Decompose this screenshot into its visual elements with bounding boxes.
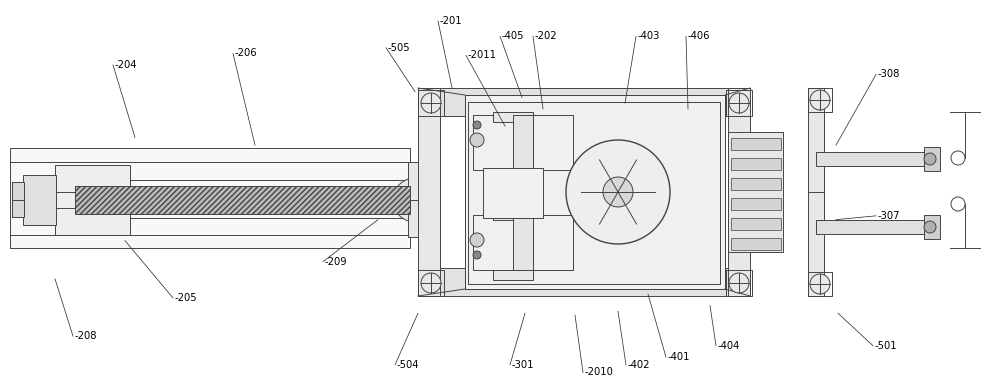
Bar (726, 270, 752, 296)
Bar (513, 215, 533, 270)
Text: -405: -405 (502, 31, 524, 41)
Text: -501: -501 (875, 341, 898, 351)
Bar (418, 88, 750, 116)
Circle shape (924, 221, 936, 233)
Bar (808, 272, 832, 296)
Bar (468, 102, 720, 284)
Circle shape (405, 190, 425, 210)
Circle shape (810, 90, 830, 110)
Text: -301: -301 (512, 360, 534, 370)
Text: -402: -402 (628, 360, 650, 370)
Text: -2011: -2011 (468, 50, 497, 60)
Bar (731, 198, 781, 210)
Bar (408, 162, 430, 237)
Bar (924, 147, 940, 171)
Bar (465, 95, 725, 289)
Circle shape (603, 177, 633, 207)
Text: -209: -209 (325, 257, 348, 267)
Bar (75, 186, 410, 214)
Bar (473, 115, 573, 170)
Circle shape (566, 140, 670, 244)
Bar (816, 152, 926, 166)
Text: -308: -308 (878, 70, 900, 79)
Text: -206: -206 (235, 49, 258, 58)
Text: -307: -307 (878, 211, 900, 221)
Circle shape (473, 251, 481, 259)
Circle shape (470, 233, 484, 247)
Text: -208: -208 (75, 331, 98, 341)
Bar (493, 112, 533, 122)
Text: -401: -401 (668, 352, 690, 362)
Circle shape (810, 274, 830, 294)
Bar (493, 210, 533, 220)
Circle shape (470, 133, 484, 147)
Text: -204: -204 (115, 60, 138, 70)
Bar (473, 215, 573, 270)
Bar (731, 158, 781, 170)
Bar (23, 175, 56, 225)
Bar (12, 182, 24, 217)
Circle shape (421, 273, 441, 293)
Bar (808, 88, 832, 112)
Bar (731, 138, 781, 150)
Text: -2010: -2010 (585, 367, 614, 377)
Bar (924, 215, 940, 239)
Bar (55, 165, 130, 235)
Circle shape (421, 93, 441, 113)
Bar (418, 270, 444, 296)
Bar (418, 268, 750, 296)
Bar (731, 178, 781, 190)
Bar (483, 168, 543, 218)
Bar (731, 238, 781, 250)
Bar (728, 132, 783, 252)
Circle shape (729, 93, 749, 113)
Bar (726, 90, 752, 116)
Text: -205: -205 (175, 293, 198, 303)
Text: -202: -202 (535, 31, 558, 41)
Text: -406: -406 (688, 31, 710, 41)
Text: -505: -505 (388, 43, 411, 53)
Bar (731, 218, 781, 230)
Bar (808, 88, 824, 296)
Text: -504: -504 (397, 360, 420, 370)
Bar (728, 88, 750, 296)
Bar (10, 148, 410, 248)
Bar (493, 270, 533, 280)
Bar (493, 170, 533, 180)
Text: -403: -403 (638, 31, 660, 41)
Bar (513, 115, 533, 170)
Circle shape (393, 178, 437, 222)
Bar (816, 220, 926, 234)
Circle shape (729, 273, 749, 293)
Bar (418, 88, 440, 296)
Bar (418, 90, 444, 116)
Text: -404: -404 (718, 341, 740, 351)
Circle shape (924, 153, 936, 165)
Circle shape (473, 121, 481, 129)
Text: -201: -201 (440, 16, 463, 26)
